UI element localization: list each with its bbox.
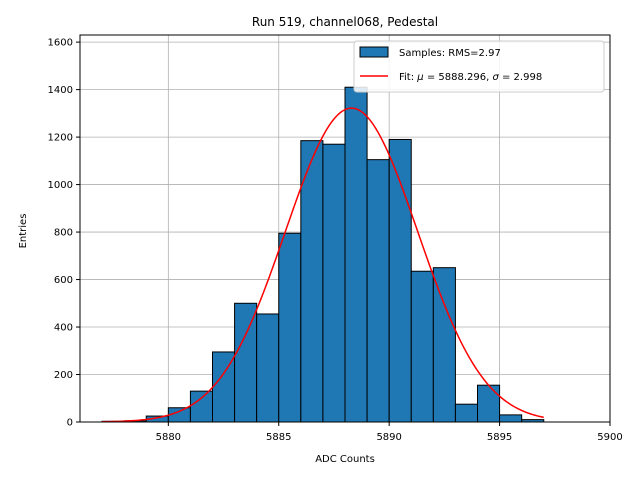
x-tick-label: 5880 <box>156 432 181 443</box>
x-tick-label: 5890 <box>376 432 401 443</box>
legend-sigma-text: = 2.998 <box>499 72 542 83</box>
y-tick-label: 1000 <box>48 180 73 191</box>
fit-curve-layer <box>102 107 544 423</box>
x-tick-label: 5900 <box>597 432 622 443</box>
legend-samples-swatch <box>359 46 389 58</box>
y-tick-label: 1400 <box>48 85 73 96</box>
legend-fit-label: Fit: μ = 5888.296, σ = 2.998 <box>399 72 542 83</box>
legend-samples-label: Samples: RMS=2.97 <box>399 48 501 59</box>
histogram-bar <box>300 140 324 423</box>
y-tick-label: 800 <box>54 228 73 239</box>
histogram-bar <box>189 390 214 423</box>
y-tick-label: 0 <box>67 418 73 429</box>
fit-curve <box>102 107 544 423</box>
y-tick-label: 200 <box>54 370 73 381</box>
histogram-bar <box>410 270 434 423</box>
legend-frame <box>353 40 605 93</box>
histogram-bar <box>344 86 368 423</box>
plot-frame <box>79 34 611 423</box>
chart-title: Run 519, channel068, Pedestal <box>252 15 438 29</box>
histogram-bar <box>454 403 478 423</box>
axes-layer: 5880 5885 5890 5895 5900 0 200 400 600 800 1000 120… <box>48 34 623 443</box>
legend-mu-text: = 5888.296, <box>424 72 493 83</box>
legend-mu-symbol: μ <box>416 72 423 83</box>
y-axis-label: Entries <box>18 214 29 249</box>
histogram-bar <box>432 267 456 423</box>
histogram-bar <box>234 302 258 423</box>
y-tick-label: 400 <box>54 323 73 334</box>
histogram-bar <box>366 159 390 423</box>
x-axis-label: ADC Counts <box>315 454 375 465</box>
y-tick-label: 600 <box>54 275 73 286</box>
legend-fit-prefix: Fit: <box>399 72 417 83</box>
y-tick-label: 1600 <box>48 38 73 49</box>
histogram-bars <box>101 86 545 423</box>
legend-sigma-symbol: σ <box>492 72 499 83</box>
x-tick-label: 5895 <box>487 432 512 443</box>
histogram-bar <box>477 384 501 423</box>
y-tick-label: 1200 <box>48 133 73 144</box>
histogram-bar <box>256 313 280 423</box>
legend: Samples: RMS=2.97 Fit: μ = 5888.296, σ =… <box>353 40 605 93</box>
x-tick-label: 5885 <box>266 432 291 443</box>
histogram-bar <box>278 232 302 423</box>
histogram-bar <box>499 414 523 423</box>
histogram-bar <box>322 143 346 423</box>
